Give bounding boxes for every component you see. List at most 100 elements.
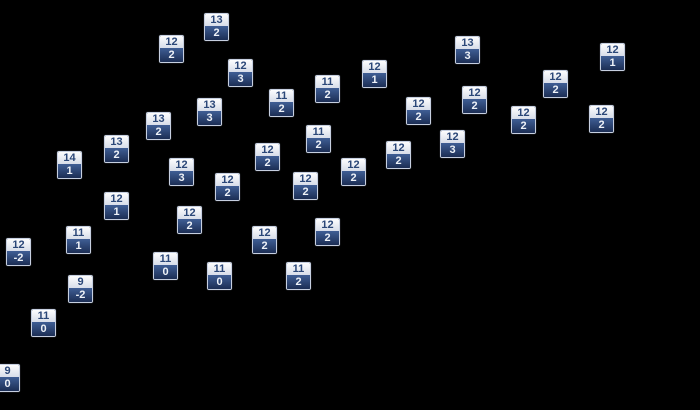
- temp-top-value: 13: [105, 136, 128, 148]
- temp-bottom-value: 2: [147, 125, 170, 139]
- temp-top-value: 12: [256, 144, 279, 156]
- temp-top-value: 14: [58, 152, 81, 164]
- temp-marker[interactable]: 13 3: [197, 98, 222, 126]
- temp-bottom-value: 2: [105, 148, 128, 162]
- temp-top-value: 12: [601, 44, 624, 56]
- temp-bottom-value: 2: [216, 186, 239, 200]
- temp-top-value: 12: [229, 60, 252, 72]
- temp-bottom-value: 2: [253, 239, 276, 253]
- temp-bottom-value: 2: [316, 88, 339, 102]
- temp-top-value: 11: [154, 253, 177, 265]
- temp-bottom-value: 3: [456, 49, 479, 63]
- temp-top-value: 11: [208, 263, 231, 275]
- temp-top-value: 9: [0, 365, 19, 377]
- temp-bottom-value: -2: [69, 288, 92, 302]
- temp-bottom-value: 2: [590, 118, 613, 132]
- temp-marker[interactable]: 12 2: [293, 172, 318, 200]
- temp-marker[interactable]: 11 2: [269, 89, 294, 117]
- temp-marker[interactable]: 11 1: [66, 226, 91, 254]
- temp-marker[interactable]: 11 0: [153, 252, 178, 280]
- temp-bottom-value: 2: [316, 231, 339, 245]
- temp-marker[interactable]: 12 2: [462, 86, 487, 114]
- temp-top-value: 12: [178, 207, 201, 219]
- temp-marker[interactable]: 12 2: [386, 141, 411, 169]
- temp-top-value: 13: [198, 99, 221, 111]
- temp-marker[interactable]: 13 2: [204, 13, 229, 41]
- temp-marker[interactable]: 12 3: [228, 59, 253, 87]
- temp-marker[interactable]: 11 2: [306, 125, 331, 153]
- temp-bottom-value: 2: [342, 171, 365, 185]
- temp-marker[interactable]: 12 3: [440, 130, 465, 158]
- temp-bottom-value: 2: [270, 102, 293, 116]
- temp-bottom-value: 0: [208, 275, 231, 289]
- temp-marker[interactable]: 12 2: [589, 105, 614, 133]
- temp-top-value: 12: [253, 227, 276, 239]
- temp-marker[interactable]: 12 2: [315, 218, 340, 246]
- temp-marker[interactable]: 11 2: [315, 75, 340, 103]
- temp-bottom-value: 2: [512, 119, 535, 133]
- temp-marker[interactable]: 11 0: [31, 309, 56, 337]
- temp-marker[interactable]: 11 0: [207, 262, 232, 290]
- temp-marker[interactable]: 9 -2: [68, 275, 93, 303]
- temp-top-value: 9: [69, 276, 92, 288]
- temp-marker[interactable]: 11 2: [286, 262, 311, 290]
- temp-top-value: 11: [67, 227, 90, 239]
- temp-marker[interactable]: 12 2: [255, 143, 280, 171]
- temp-marker[interactable]: 12 1: [362, 60, 387, 88]
- temp-bottom-value: 0: [32, 322, 55, 336]
- temp-bottom-value: 2: [463, 99, 486, 113]
- temp-bottom-value: 3: [198, 111, 221, 125]
- temp-top-value: 12: [363, 61, 386, 73]
- temp-bottom-value: 2: [256, 156, 279, 170]
- temp-top-value: 11: [32, 310, 55, 322]
- temp-top-value: 13: [205, 14, 228, 26]
- temp-marker[interactable]: 12 2: [159, 35, 184, 63]
- temp-top-value: 12: [387, 142, 410, 154]
- temp-bottom-value: 1: [58, 164, 81, 178]
- temp-top-value: 12: [544, 71, 567, 83]
- temp-bottom-value: 2: [387, 154, 410, 168]
- temp-bottom-value: 2: [160, 48, 183, 62]
- temp-top-value: 11: [307, 126, 330, 138]
- temp-bottom-value: 1: [363, 73, 386, 87]
- temp-marker[interactable]: 12 2: [406, 97, 431, 125]
- temp-bottom-value: 2: [307, 138, 330, 152]
- temp-marker[interactable]: 13 2: [146, 112, 171, 140]
- temp-marker[interactable]: 12 1: [104, 192, 129, 220]
- temp-marker[interactable]: 12 2: [511, 106, 536, 134]
- temp-marker[interactable]: 12 2: [252, 226, 277, 254]
- temp-marker[interactable]: 12 -2: [6, 238, 31, 266]
- temp-bottom-value: 0: [154, 265, 177, 279]
- temp-top-value: 12: [105, 193, 128, 205]
- temp-bottom-value: 3: [229, 72, 252, 86]
- temp-top-value: 12: [463, 87, 486, 99]
- temp-bottom-value: 2: [205, 26, 228, 40]
- temp-top-value: 11: [270, 90, 293, 102]
- temp-top-value: 11: [316, 76, 339, 88]
- temp-marker[interactable]: 13 2: [104, 135, 129, 163]
- temp-marker[interactable]: 12 2: [341, 158, 366, 186]
- temp-top-value: 12: [441, 131, 464, 143]
- temp-bottom-value: 2: [407, 110, 430, 124]
- temp-top-value: 12: [160, 36, 183, 48]
- temp-marker[interactable]: 14 1: [57, 151, 82, 179]
- temp-marker[interactable]: 12 2: [177, 206, 202, 234]
- temp-marker[interactable]: 12 2: [543, 70, 568, 98]
- temp-bottom-value: 2: [294, 185, 317, 199]
- temp-marker[interactable]: 12 3: [169, 158, 194, 186]
- temp-bottom-value: -2: [7, 251, 30, 265]
- temp-top-value: 12: [170, 159, 193, 171]
- temp-top-value: 11: [287, 263, 310, 275]
- temp-bottom-value: 1: [67, 239, 90, 253]
- temp-bottom-value: 2: [178, 219, 201, 233]
- temp-bottom-value: 2: [287, 275, 310, 289]
- temp-bottom-value: 3: [441, 143, 464, 157]
- temp-bottom-value: 1: [105, 205, 128, 219]
- temp-bottom-value: 2: [544, 83, 567, 97]
- temp-top-value: 12: [407, 98, 430, 110]
- temp-marker[interactable]: 12 2: [215, 173, 240, 201]
- temp-marker[interactable]: 13 3: [455, 36, 480, 64]
- temp-top-value: 12: [342, 159, 365, 171]
- temp-marker[interactable]: 12 1: [600, 43, 625, 71]
